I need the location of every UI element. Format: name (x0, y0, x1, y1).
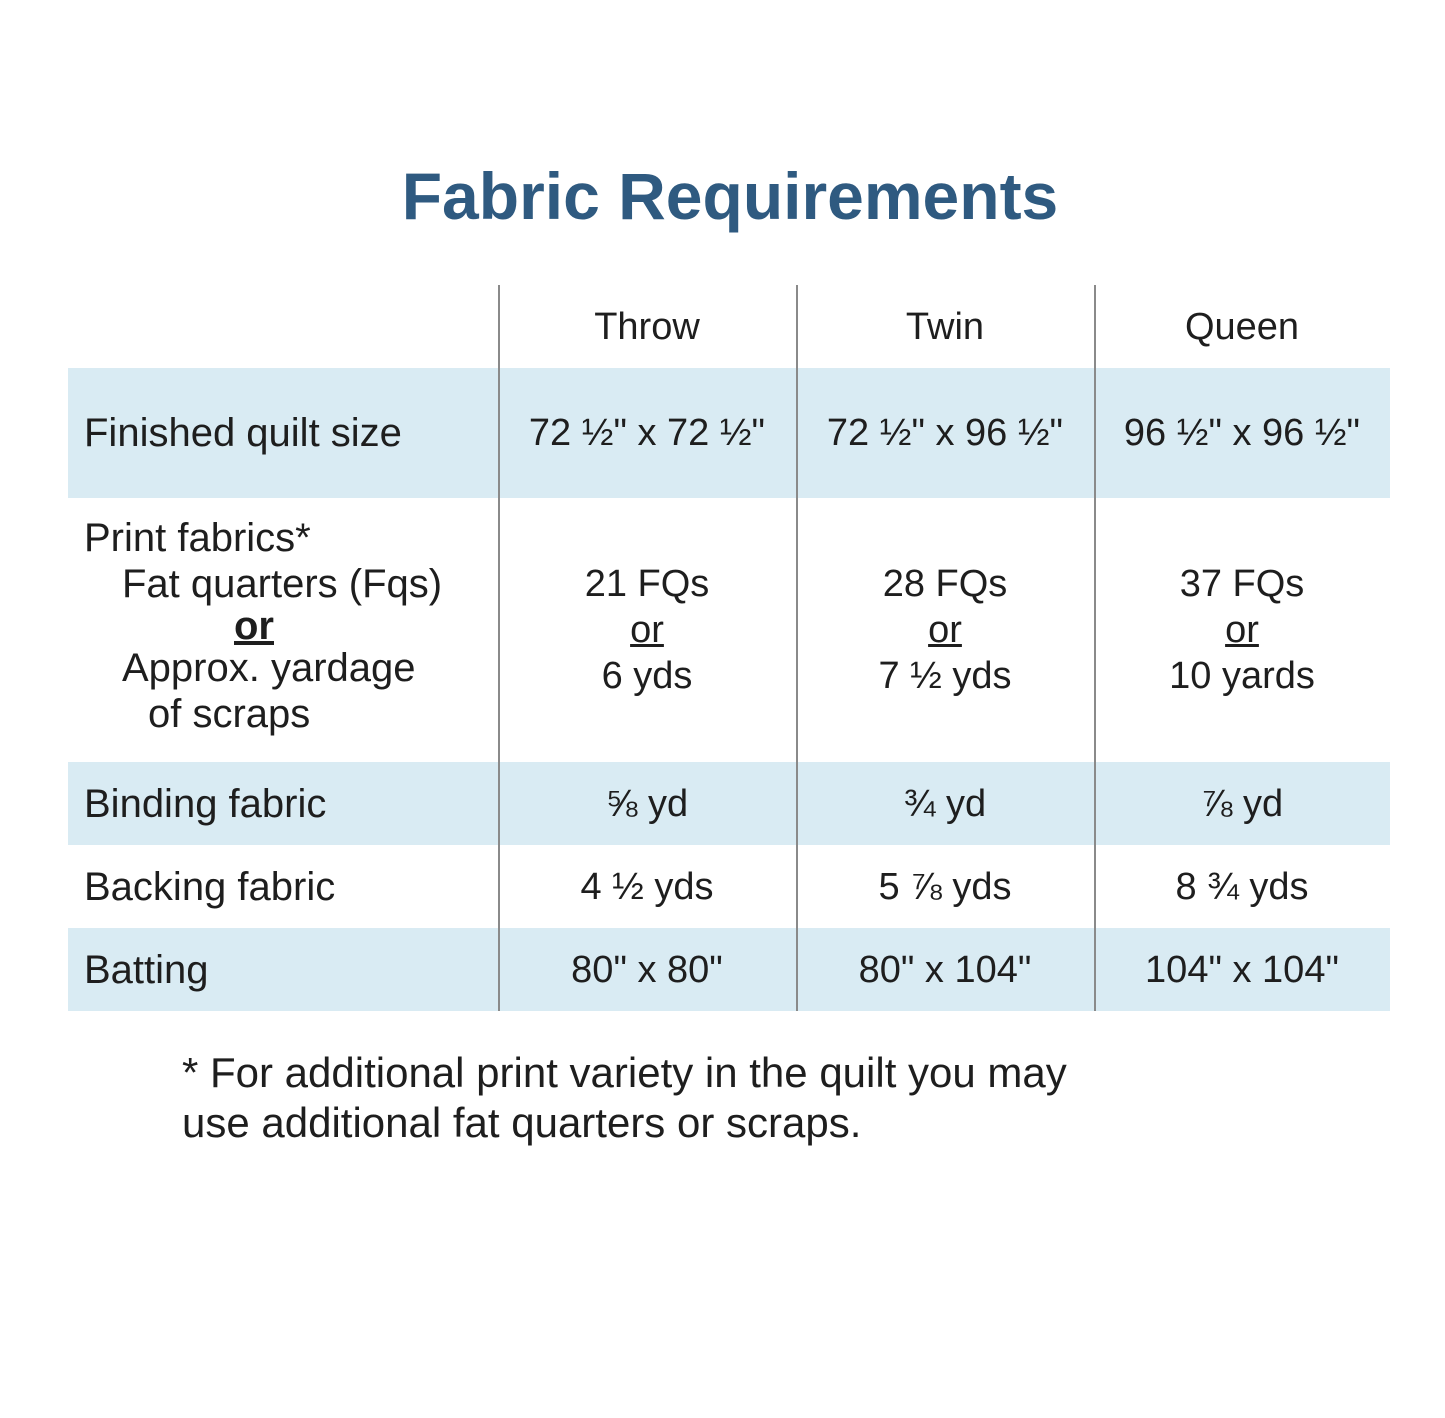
footnote-line: use additional fat quarters or scraps. (182, 1099, 862, 1146)
row-label-batting: Batting (84, 947, 209, 992)
row-band-finished-size (68, 368, 1390, 498)
value: 7 ½ yds (878, 655, 1012, 697)
label: Print fabrics* (84, 516, 311, 560)
column-divider (1094, 285, 1096, 1011)
cell: 21 FQs or 6 yds (498, 498, 796, 762)
cell: 80" x 104" (858, 948, 1032, 991)
value: 21 FQs (584, 563, 710, 605)
value: 6 yds (601, 655, 693, 697)
cell: ¾ yd (903, 782, 987, 825)
column-divider (796, 285, 798, 1011)
cell: 8 ¾ yds (1175, 865, 1309, 908)
cell: 28 FQs or 7 ½ yds (796, 498, 1094, 762)
value: 10 yards (1169, 655, 1315, 697)
row-label-backing: Backing fabric (84, 864, 336, 909)
cell: ⅝ yd (605, 782, 689, 825)
row-label-finished-size: Finished quilt size (84, 411, 402, 455)
cell: 5 ⅞ yds (878, 865, 1012, 908)
cell: 72 ½" x 96 ½" (826, 412, 1064, 454)
page-title: Fabric Requirements (401, 159, 1059, 233)
column-header-throw: Throw (594, 305, 700, 348)
sublabel: Fat quarters (Fqs) (122, 562, 443, 606)
row-band-batting (68, 928, 1390, 1011)
cell: 72 ½" x 72 ½" (528, 412, 766, 454)
sublabel: of scraps (148, 692, 311, 736)
footnote: * For additional print variety in the qu… (182, 1048, 1067, 1148)
cell: 4 ½ yds (580, 865, 714, 908)
value: 37 FQs (1179, 563, 1305, 605)
row-band-binding (68, 762, 1390, 845)
column-divider (498, 285, 500, 1011)
column-header-queen: Queen (1184, 305, 1300, 348)
cell: 80" x 80" (571, 948, 723, 991)
row-label-binding: Binding fabric (84, 781, 327, 826)
value-or: or (928, 609, 962, 651)
value-or: or (1225, 609, 1259, 651)
value: 28 FQs (882, 563, 1008, 605)
value-or: or (630, 609, 664, 651)
column-header-twin: Twin (905, 305, 985, 348)
cell: 37 FQs or 10 yards (1094, 498, 1390, 762)
row-label-print-fabrics: Print fabrics* Fat quarters (Fqs) or App… (84, 515, 442, 737)
sublabel-or: or (234, 604, 274, 648)
footnote-line: * For additional print variety in the qu… (182, 1049, 1067, 1096)
cell: 96 ½" x 96 ½" (1123, 412, 1361, 454)
sublabel: Approx. yardage (122, 646, 416, 690)
cell: ⅞ yd (1200, 782, 1284, 825)
cell: 104" x 104" (1145, 948, 1339, 991)
